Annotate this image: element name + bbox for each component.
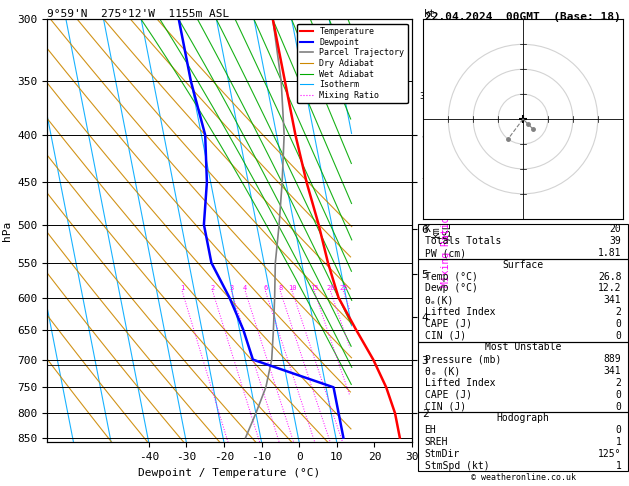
Text: 10: 10 xyxy=(288,285,296,291)
Text: CAPE (J): CAPE (J) xyxy=(425,319,472,329)
Text: θₑ(K): θₑ(K) xyxy=(425,295,454,305)
Text: 341: 341 xyxy=(604,366,621,376)
Text: Lifted Index: Lifted Index xyxy=(425,307,495,317)
Bar xyxy=(418,224,628,259)
Legend: Temperature, Dewpoint, Parcel Trajectory, Dry Adiabat, Wet Adiabat, Isotherm, Mi: Temperature, Dewpoint, Parcel Trajectory… xyxy=(297,24,408,103)
Y-axis label: km
ASL: km ASL xyxy=(431,222,453,240)
Text: 0: 0 xyxy=(616,319,621,329)
Text: kt: kt xyxy=(423,9,435,19)
Text: θₑ (K): θₑ (K) xyxy=(425,366,460,376)
Text: 25: 25 xyxy=(339,285,348,291)
Text: 26.8: 26.8 xyxy=(598,272,621,282)
Text: Dewp (°C): Dewp (°C) xyxy=(425,283,477,294)
Bar xyxy=(418,413,628,471)
Text: 1: 1 xyxy=(616,437,621,447)
Text: 12.2: 12.2 xyxy=(598,283,621,294)
Text: CIN (J): CIN (J) xyxy=(425,330,465,341)
Text: SREH: SREH xyxy=(425,437,448,447)
Bar xyxy=(418,342,628,413)
Text: 8: 8 xyxy=(278,285,282,291)
Text: 125°: 125° xyxy=(598,449,621,459)
Text: 0: 0 xyxy=(616,425,621,435)
Text: StmSpd (kt): StmSpd (kt) xyxy=(425,461,489,470)
Text: 1: 1 xyxy=(180,285,184,291)
Text: 3: 3 xyxy=(229,285,233,291)
Text: Most Unstable: Most Unstable xyxy=(485,343,561,352)
Text: StmDir: StmDir xyxy=(425,449,460,459)
Text: CAPE (J): CAPE (J) xyxy=(425,390,472,399)
Text: CIN (J): CIN (J) xyxy=(425,401,465,412)
Text: 22.04.2024  00GMT  (Base: 18): 22.04.2024 00GMT (Base: 18) xyxy=(425,12,621,22)
Text: 39: 39 xyxy=(610,236,621,246)
Text: 9°59'N  275°12'W  1155m ASL: 9°59'N 275°12'W 1155m ASL xyxy=(47,9,230,18)
Text: Mixing Ratio (g/kg): Mixing Ratio (g/kg) xyxy=(441,175,451,287)
Text: 2: 2 xyxy=(211,285,214,291)
Text: 2: 2 xyxy=(616,378,621,388)
Text: Surface: Surface xyxy=(503,260,543,270)
Text: 2: 2 xyxy=(616,307,621,317)
Text: 341: 341 xyxy=(604,295,621,305)
Text: 1.81: 1.81 xyxy=(598,248,621,258)
Text: 20: 20 xyxy=(326,285,335,291)
Text: Temp (°C): Temp (°C) xyxy=(425,272,477,282)
Text: 6: 6 xyxy=(264,285,267,291)
Text: 1: 1 xyxy=(616,461,621,470)
Text: Pressure (mb): Pressure (mb) xyxy=(425,354,501,364)
Text: 0: 0 xyxy=(616,390,621,399)
Text: 0: 0 xyxy=(616,330,621,341)
Text: 0: 0 xyxy=(616,401,621,412)
Y-axis label: hPa: hPa xyxy=(2,221,12,241)
Text: © weatheronline.co.uk: © weatheronline.co.uk xyxy=(470,473,576,482)
Bar xyxy=(418,259,628,342)
Text: 15: 15 xyxy=(310,285,318,291)
Text: Hodograph: Hodograph xyxy=(496,413,550,423)
Text: Lifted Index: Lifted Index xyxy=(425,378,495,388)
Text: EH: EH xyxy=(425,425,437,435)
Text: K: K xyxy=(425,225,430,234)
Text: PW (cm): PW (cm) xyxy=(425,248,465,258)
Text: 3LCL: 3LCL xyxy=(420,92,439,101)
X-axis label: Dewpoint / Temperature (°C): Dewpoint / Temperature (°C) xyxy=(138,468,321,478)
Text: 4: 4 xyxy=(243,285,247,291)
Text: 20: 20 xyxy=(610,225,621,234)
Text: 889: 889 xyxy=(604,354,621,364)
Text: Totals Totals: Totals Totals xyxy=(425,236,501,246)
